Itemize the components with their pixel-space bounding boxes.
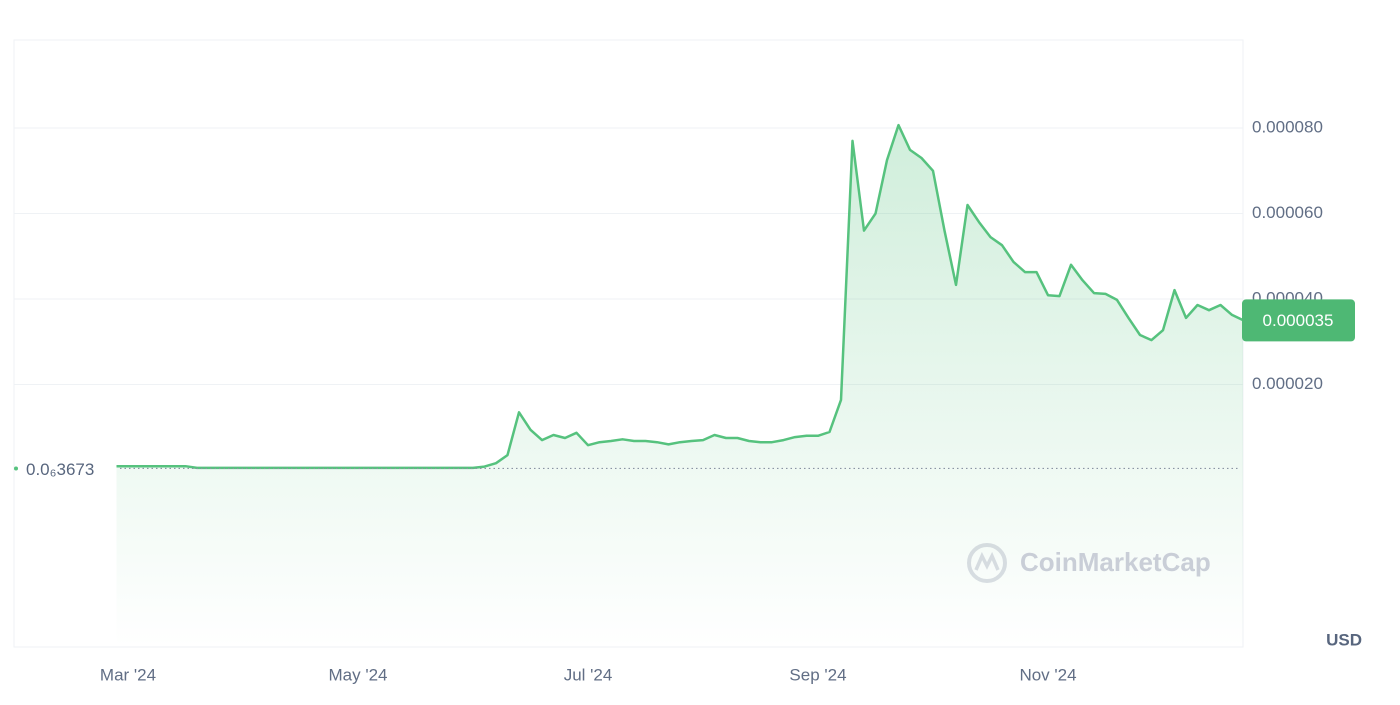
y-tick-label: 0.000060 <box>1252 203 1323 222</box>
plot-area <box>116 123 1243 647</box>
current-price-label: 0.000035 <box>1263 311 1334 330</box>
start-price-dot <box>14 466 18 471</box>
y-tick-label: 0.000080 <box>1252 118 1323 137</box>
x-tick-label: Sep '24 <box>789 665 846 684</box>
x-tick-label: Jul '24 <box>564 665 613 684</box>
x-tick-label: Nov '24 <box>1019 665 1076 684</box>
price-line <box>116 123 1243 470</box>
currency-label: USD <box>1326 630 1362 649</box>
watermark: CoinMarketCap <box>1020 547 1211 577</box>
watermark-logo <box>967 543 1007 583</box>
start-price-label: 0.0₆3673 <box>26 460 94 479</box>
overlay: 0.0₆3673 0.000035 <box>14 299 1355 479</box>
y-tick-label: 0.000020 <box>1252 374 1323 393</box>
current-price-badge <box>1242 299 1355 342</box>
x-tick-label: May '24 <box>329 665 388 684</box>
x-tick-label: Mar '24 <box>100 665 156 684</box>
